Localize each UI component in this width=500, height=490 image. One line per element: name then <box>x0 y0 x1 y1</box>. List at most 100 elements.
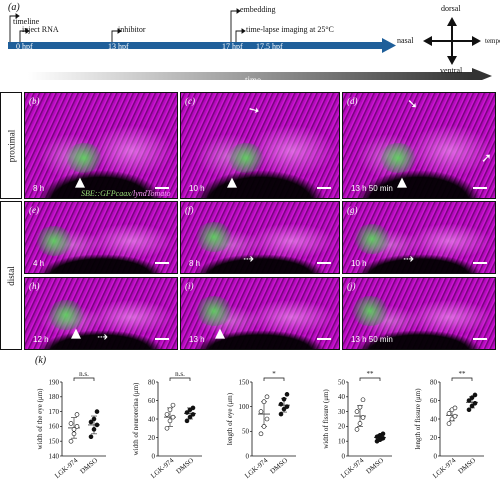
y-tick-label: 60 <box>430 397 438 405</box>
y-tick-label: 80 <box>148 378 156 386</box>
data-point <box>261 399 267 405</box>
tick-imaging <box>235 30 242 42</box>
data-point <box>281 396 287 402</box>
data-point <box>68 421 74 426</box>
y-tick-label: 80 <box>430 378 438 386</box>
data-point <box>167 418 173 424</box>
data-point <box>190 412 196 417</box>
significance-label: n.s. <box>79 370 89 378</box>
x-tick-label: DMSO <box>269 456 290 475</box>
data-point <box>71 427 77 432</box>
data-point <box>469 395 475 401</box>
y-tick-label: 0 <box>152 452 156 460</box>
ventral-label: ventral <box>440 66 463 75</box>
y-tick-label: 30 <box>338 408 346 416</box>
data-point <box>88 434 94 440</box>
y-tick-label: 40 <box>430 415 438 423</box>
y-tick-label: 140 <box>49 452 60 460</box>
micro-panel-c: (c) ➘ ▲ 10 h <box>180 92 340 199</box>
y-tick-label: 0 <box>342 452 346 460</box>
data-point <box>258 431 264 437</box>
data-point <box>264 394 270 400</box>
significance-bracket <box>73 377 95 381</box>
scale-bar <box>155 262 169 264</box>
data-point <box>184 410 190 415</box>
legend-sep: / <box>130 189 133 198</box>
data-point <box>284 392 290 397</box>
data-point <box>164 412 170 417</box>
y-tick-label: 60 <box>148 397 156 405</box>
y-tick-label: 50 <box>242 428 250 436</box>
dorsal-label: dorsal <box>441 4 461 13</box>
data-point <box>284 404 290 409</box>
data-point <box>170 402 176 408</box>
nasal-label: nasal <box>397 36 414 45</box>
data-point <box>446 411 452 416</box>
time-13hpf: 13 hpf <box>108 42 129 51</box>
arrow-icon: ➚ <box>481 151 492 166</box>
y-tick-label: 0 <box>434 452 438 460</box>
y-axis-label: length of fissure (μm) <box>414 388 422 450</box>
data-point <box>184 418 190 424</box>
data-point <box>94 409 100 414</box>
y-tick-label: 20 <box>148 434 156 442</box>
data-point <box>261 424 267 429</box>
y-axis-label: width of the eye (μm) <box>36 388 44 450</box>
event-imaging-label: time-lapse imaging at 25°C <box>246 25 334 34</box>
data-point <box>91 427 97 432</box>
y-tick-label: 10 <box>338 438 346 446</box>
dashed-arrow-icon: ⇢ <box>403 252 414 267</box>
data-point <box>472 400 478 406</box>
data-point <box>91 416 97 422</box>
data-point <box>380 431 386 437</box>
data-point <box>264 416 270 422</box>
arrowhead-icon: ▲ <box>71 326 81 341</box>
significance-label: ** <box>367 370 375 378</box>
x-tick-label: DMSO <box>457 456 478 475</box>
data-point <box>167 407 173 413</box>
data-point <box>466 407 472 413</box>
significance-label: * <box>272 370 276 378</box>
arrowhead-icon: ▲ <box>75 175 85 190</box>
y-tick-label: 0 <box>246 452 250 460</box>
y-tick-label: 170 <box>49 408 60 416</box>
legend-sbe: SBE::GFPcaax <box>81 189 131 198</box>
data-point <box>360 397 366 403</box>
data-point <box>74 412 80 417</box>
event-inhibitor-label: inhibitor <box>118 25 146 34</box>
arrowhead-icon: ▲ <box>215 326 225 341</box>
y-tick-label: 40 <box>338 393 346 401</box>
micro-panel-b: (b) ▲ 8 h SBE::GFPcaax/lyndTomato <box>24 92 178 199</box>
panel-a-label: (a) <box>8 2 20 13</box>
data-point <box>360 415 366 420</box>
y-tick-label: 50 <box>338 378 346 386</box>
y-axis-label: width of neuroretina (μm) <box>132 382 140 455</box>
data-point <box>452 413 458 419</box>
tick-embedding <box>230 10 237 42</box>
time-arrowhead <box>472 68 492 80</box>
y-tick-label: 100 <box>239 403 250 411</box>
data-point <box>449 416 455 422</box>
x-tick-label: DMSO <box>365 456 386 475</box>
data-point <box>68 438 74 444</box>
significance-bracket <box>451 377 473 381</box>
tick-inject <box>19 30 26 42</box>
significance-bracket <box>169 377 191 381</box>
arrowhead-icon: ▲ <box>397 175 407 190</box>
time-0hpf: 0 hpf <box>16 42 33 51</box>
significance-label: ** <box>459 370 467 378</box>
micro-panel-j: (j) 13 h 50 min <box>342 277 496 350</box>
micro-panel-g: (g) ⇢ 10 h <box>342 201 496 274</box>
dashed-arrow-icon: ⇢ <box>97 330 108 345</box>
data-point <box>357 421 363 426</box>
data-point <box>354 409 360 414</box>
timeline-graphic <box>8 8 492 80</box>
time-17hpf: 17 hpf <box>222 42 243 51</box>
legend-lyn: lyndTomato <box>133 189 171 198</box>
data-point <box>190 405 196 411</box>
data-point <box>472 392 478 398</box>
timeline-bar <box>8 42 382 49</box>
dashed-arrow-icon: ⇢ <box>243 252 254 267</box>
tick-inhibitor <box>111 30 118 42</box>
y-tick-label: 150 <box>239 378 250 386</box>
